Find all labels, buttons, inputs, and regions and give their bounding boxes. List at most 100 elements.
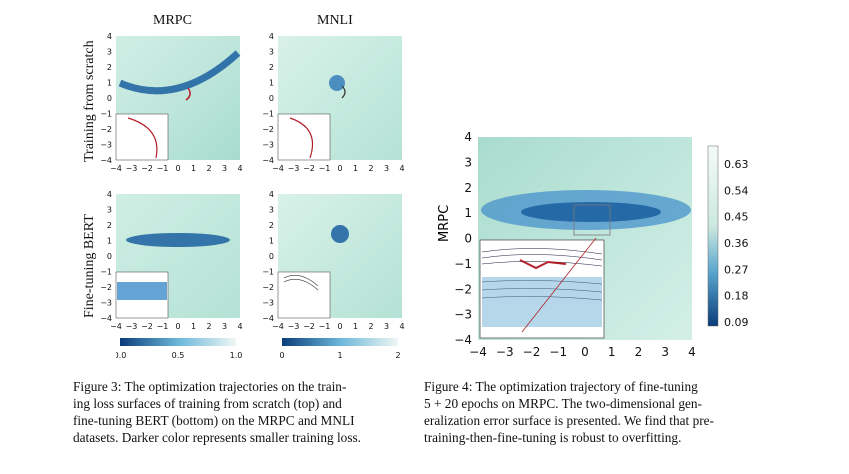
y-tick-label: −3 xyxy=(100,299,112,308)
y-tick-label: 1 xyxy=(269,237,274,246)
x-tick-label: −4 xyxy=(110,164,122,173)
x-tick-label: 2 xyxy=(206,322,211,331)
colorbar-figure4 xyxy=(707,145,719,327)
inset-zoom xyxy=(277,271,331,319)
y-tick-label: −1 xyxy=(454,257,472,271)
x-tick-label: −3 xyxy=(126,164,138,173)
colorbar-tick-label: 0.5 xyxy=(172,351,185,360)
x-tick-label: −3 xyxy=(126,322,138,331)
colorbar-tick-label: 0.27 xyxy=(724,263,749,276)
y-tick-label: 1 xyxy=(464,206,472,220)
y-axis-label: MRPC xyxy=(437,205,452,242)
y-tick-label: −4 xyxy=(262,156,274,165)
y-tick-label: −3 xyxy=(262,141,274,150)
y-tick-label: 3 xyxy=(107,48,112,57)
y-tick-label: 1 xyxy=(107,237,112,246)
y-tick-label: −2 xyxy=(262,125,274,134)
figure4-caption: Figure 4: The optimization trajectory of… xyxy=(424,378,784,446)
caption-line: ing loss surfaces of training from scrat… xyxy=(73,396,342,411)
x-tick-label: −1 xyxy=(157,164,169,173)
y-tick-label: 4 xyxy=(464,132,472,144)
inset-zoom xyxy=(277,113,331,161)
colorbar-tick-label: 1.0 xyxy=(230,351,243,360)
x-tick-label: 1 xyxy=(191,322,196,331)
caption-line: eralization error surface is presented. … xyxy=(424,413,714,428)
x-tick-label: −4 xyxy=(272,322,284,331)
colorbar-tick-label: 0.09 xyxy=(724,316,749,329)
x-tick-label: 0 xyxy=(337,164,342,173)
colorbar-tick-label: 0.45 xyxy=(724,211,749,224)
y-tick-label: 0 xyxy=(269,94,274,103)
y-tick-label: 2 xyxy=(269,221,274,230)
x-tick-label: −1 xyxy=(549,345,567,359)
x-tick-label: 4 xyxy=(399,322,404,331)
x-tick-label: 4 xyxy=(399,164,404,173)
x-tick-label: 3 xyxy=(222,322,227,331)
y-tick-label: −4 xyxy=(262,314,274,323)
x-tick-label: 0 xyxy=(175,322,180,331)
colorbar-mnli: 0 1 2 xyxy=(279,338,401,360)
x-tick-label: 4 xyxy=(237,164,242,173)
y-tick-label: 0 xyxy=(269,252,274,261)
x-tick-label: 2 xyxy=(635,345,643,359)
y-tick-label: 0 xyxy=(107,94,112,103)
caption-line: training-then-fine-tuning is robust to o… xyxy=(424,430,682,445)
x-tick-label: 4 xyxy=(688,345,696,359)
x-tick-label: 0 xyxy=(337,322,342,331)
y-tick-label: −1 xyxy=(262,268,274,277)
x-tick-label: −2 xyxy=(523,345,541,359)
y-tick-label: 2 xyxy=(107,63,112,72)
x-tick-label: 3 xyxy=(222,164,227,173)
loss-valley xyxy=(118,50,241,95)
x-tick-label: −2 xyxy=(141,322,153,331)
x-tick-label: 0 xyxy=(581,345,589,359)
x-tick-label: −2 xyxy=(141,164,153,173)
y-tick-label: −1 xyxy=(100,110,112,119)
y-tick-label: −4 xyxy=(100,156,112,165)
y-tick-label: 2 xyxy=(464,181,472,195)
y-tick-label: 3 xyxy=(464,155,472,169)
y-tick-label: −3 xyxy=(454,308,472,322)
x-tick-label: −4 xyxy=(272,164,284,173)
heatmap-figure4: MRPC −4 −3 −2 −1 0 1 2 3 4 4 3 2 1 0 −1 −2 −3 −4 0.63 0.54… xyxy=(437,132,749,359)
x-tick-label: −1 xyxy=(157,322,169,331)
y-tick-label: −2 xyxy=(100,283,112,292)
caption-line: Figure 3: The optimization trajectories … xyxy=(73,379,347,394)
trajectory xyxy=(185,87,191,101)
x-tick-label: −2 xyxy=(303,322,315,331)
y-tick-label: −2 xyxy=(262,283,274,292)
colorbar-tick-label: 0.36 xyxy=(724,237,749,250)
x-tick-label: 3 xyxy=(661,345,669,359)
y-tick-label: 2 xyxy=(107,221,112,230)
y-tick-label: 1 xyxy=(107,79,112,88)
loss-valley xyxy=(521,202,661,222)
y-tick-label: −4 xyxy=(454,333,472,347)
y-tick-label: −3 xyxy=(262,299,274,308)
y-tick-label: −2 xyxy=(454,282,472,296)
caption-line: 5 + 20 epochs on MRPC. The two-dimension… xyxy=(424,396,702,411)
x-tick-label: 0 xyxy=(175,164,180,173)
x-tick-label: 3 xyxy=(384,322,389,331)
colorbar-tick-label: 0.0 xyxy=(116,351,126,360)
row-label-scratch: Training from scratch xyxy=(82,40,97,162)
y-tick-label: 3 xyxy=(269,206,274,215)
colorbar-tick-label: 0.18 xyxy=(724,290,749,303)
y-tick-label: 4 xyxy=(107,32,112,41)
colorbar-tick-label: 0.63 xyxy=(724,158,749,171)
x-tick-label: 2 xyxy=(206,164,211,173)
trajectory xyxy=(519,259,567,270)
colorbar-tick-label: 0 xyxy=(279,351,284,360)
x-tick-label: −1 xyxy=(319,164,331,173)
figure3-caption: Figure 3: The optimization trajectories … xyxy=(73,378,423,446)
x-tick-label: 4 xyxy=(237,322,242,331)
y-tick-label: 2 xyxy=(269,63,274,72)
y-tick-label: 4 xyxy=(107,190,112,199)
y-tick-label: −3 xyxy=(100,141,112,150)
